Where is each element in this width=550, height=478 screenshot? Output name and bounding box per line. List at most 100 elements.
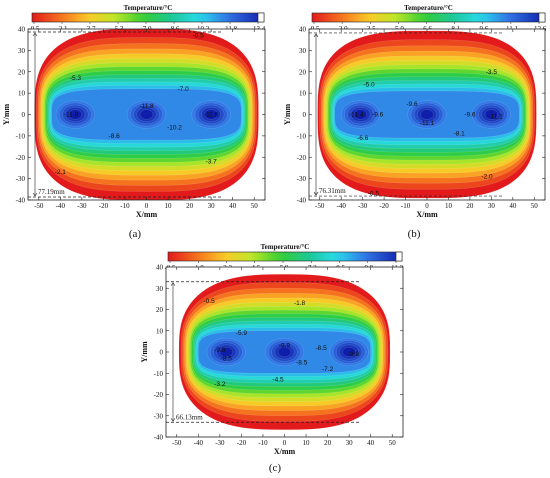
- freeze-pipe-core: [277, 346, 292, 358]
- y-tick-label: 20: [18, 68, 26, 76]
- y-tick-label: -20: [297, 154, 307, 162]
- contour-label: -3.5: [486, 69, 498, 76]
- panel-caption: (c): [269, 462, 282, 474]
- y-tick-label: 40: [156, 264, 164, 272]
- contour-label: -1.8: [294, 300, 306, 307]
- contour-label: -8.5: [316, 345, 328, 352]
- x-tick-label: 40: [229, 202, 237, 210]
- contour-label: -5.9: [236, 330, 248, 337]
- colorbar-title: Temperature/°C: [124, 4, 173, 12]
- y-tick-label: 10: [299, 90, 307, 98]
- x-tick-label: 0: [283, 439, 287, 447]
- y-tick-label: -30: [297, 175, 307, 183]
- frozen-width-label: 66.13mm: [176, 413, 203, 421]
- x-tick-label: 30: [346, 439, 354, 447]
- x-tick-label: 40: [367, 439, 375, 447]
- y-tick-label: 0: [303, 111, 307, 119]
- x-tick-label: -50: [172, 439, 182, 447]
- y-tick-label: 0: [22, 111, 26, 119]
- contour-label: -7.0: [178, 86, 190, 93]
- y-tick-label: -40: [16, 197, 26, 205]
- y-axis-label: Y/mm: [140, 341, 149, 363]
- x-tick-label: -10: [401, 202, 411, 210]
- x-tick-label: -30: [77, 202, 87, 210]
- frozen-width-arrowhead-bottom: [313, 191, 319, 196]
- x-tick-label: -20: [237, 439, 247, 447]
- contour-label: -0.5: [368, 191, 380, 198]
- y-tick-label: -10: [16, 132, 26, 140]
- x-axis-label: X/mm: [416, 210, 438, 219]
- x-tick-label: 20: [186, 202, 194, 210]
- freeze-pipe-core: [353, 109, 368, 120]
- y-tick-label: 40: [18, 26, 26, 34]
- freeze-pipe-core: [484, 109, 499, 120]
- x-tick-label: -50: [34, 202, 44, 210]
- panel-1: Temperature/°C -0.5 -2.1 -3.7 -5.3 -7.0 -8.6 -1…: [2, 4, 266, 240]
- frozen-width-arrowhead-bottom: [32, 192, 38, 197]
- y-tick-label: 0: [160, 349, 164, 357]
- freeze-pipe-core: [68, 109, 83, 120]
- contour-label: -4.5: [272, 377, 284, 384]
- x-tick-label: -30: [215, 439, 225, 447]
- frozen-width-arrowhead-top: [32, 32, 38, 37]
- contour-label: -8.5: [221, 355, 233, 362]
- y-tick-label: -20: [154, 391, 164, 399]
- x-tick-label: 10: [445, 202, 453, 210]
- y-tick-label: 20: [299, 68, 307, 76]
- y-tick-label: -30: [154, 412, 164, 420]
- contour-label: -9.9: [214, 347, 226, 354]
- panel-3: Temperature/°C -0.5 -1.8 -3.2 -4.5 -5.9 -7.2 -8…: [140, 243, 404, 474]
- frozen-width-arrowhead-top: [170, 282, 176, 286]
- frozen-width-label: 76.31mm: [319, 187, 346, 195]
- x-tick-label: -40: [337, 202, 347, 210]
- freeze-pipe-core: [139, 109, 154, 120]
- y-tick-label: -20: [16, 154, 26, 162]
- frozen-width-label: 77.19mm: [38, 188, 65, 196]
- temperature-field: [317, 30, 537, 199]
- contour-label: -11.8: [139, 103, 154, 110]
- contour-label: -6.6: [357, 135, 369, 142]
- frozen-width-arrowhead-top: [313, 33, 319, 38]
- temperature-field: [34, 29, 259, 200]
- x-tick-label: 30: [488, 202, 496, 210]
- x-tick-label: -20: [99, 202, 109, 210]
- y-tick-label: -40: [154, 434, 164, 442]
- contour-label: -0.5: [193, 32, 205, 39]
- x-tick-label: -40: [56, 202, 66, 210]
- x-tick-label: -20: [379, 202, 389, 210]
- colorbar-end-cap: [395, 251, 403, 262]
- x-tick-label: 30: [208, 202, 216, 210]
- contour-label: -0.5: [203, 298, 215, 305]
- contour-label: -2.0: [481, 173, 493, 180]
- y-axis-label: Y/mm: [283, 104, 292, 126]
- contour-label: -9.9: [279, 343, 291, 350]
- y-tick-label: -10: [297, 132, 307, 140]
- temperature-field: [178, 274, 391, 430]
- contour-label: -8.5: [296, 360, 308, 367]
- x-tick-label: 10: [303, 439, 311, 447]
- contour-label: -7.2: [322, 366, 334, 373]
- x-tick-label: -10: [120, 202, 130, 210]
- y-tick-label: 30: [156, 285, 164, 293]
- x-tick-label: -50: [315, 202, 325, 210]
- colorbar-end-cap: [538, 12, 546, 23]
- y-tick-label: -10: [154, 370, 164, 378]
- x-tick-label: -10: [258, 439, 268, 447]
- x-tick-label: 50: [389, 439, 397, 447]
- y-tick-label: 30: [18, 47, 26, 55]
- y-tick-label: 10: [156, 327, 164, 335]
- x-tick-label: 10: [165, 202, 173, 210]
- y-tick-label: 10: [18, 90, 26, 98]
- contour-label: -11.1: [420, 120, 435, 127]
- freeze-pipe-core: [204, 109, 218, 120]
- x-tick-label: 20: [466, 202, 474, 210]
- x-axis-label: X/mm: [136, 210, 158, 219]
- y-axis-label: Y/mm: [2, 104, 11, 126]
- freeze-pipe-core: [420, 109, 434, 120]
- panel-2: Temperature/°C -0.5 -2.0 -3.5 -5.0 -6.6 -8.1 -9…: [283, 4, 547, 240]
- contour-label: -11.4: [349, 112, 364, 119]
- x-tick-label: 40: [509, 202, 517, 210]
- contour-label: -5.0: [363, 82, 375, 89]
